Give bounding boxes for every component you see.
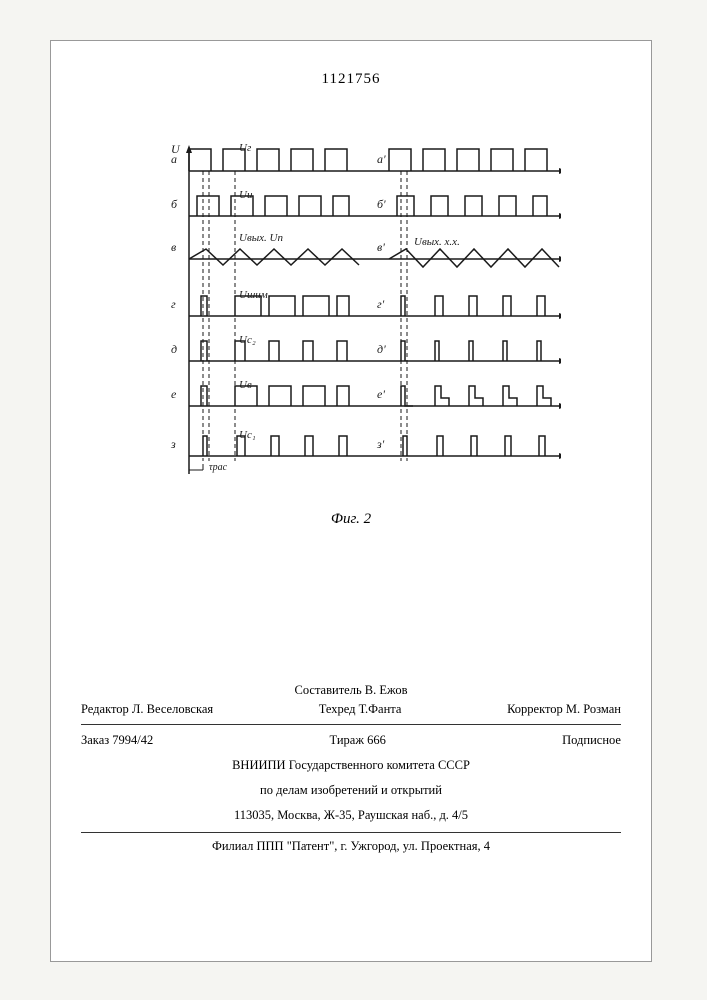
org1: ВНИИПИ Государственного комитета СССР (81, 756, 621, 775)
svg-text:а': а' (377, 152, 386, 166)
svg-text:Uc₁: Uc₁ (239, 429, 256, 441)
svg-text:д': д' (377, 342, 386, 356)
podpisnoe: Подписное (562, 731, 621, 750)
order: Заказ 7994/42 (81, 731, 153, 750)
svg-text:Uшим: Uшим (239, 289, 268, 301)
svg-text:в: в (171, 240, 176, 254)
svg-text:д: д (171, 342, 177, 356)
svg-text:Uc₂: Uc₂ (239, 334, 256, 346)
svg-text:Uв: Uв (239, 379, 252, 391)
svg-text:τрас: τрас (209, 462, 228, 473)
tirazh: Тираж 666 (330, 731, 386, 750)
page: 1121756 Utаа'Uгtбб'Uиtвв'Uвых. UпUвых. х… (50, 40, 652, 962)
doc-number: 1121756 (51, 71, 651, 88)
svg-text:в': в' (377, 240, 385, 254)
address: 113035, Москва, Ж-35, Раушская наб., д. … (81, 806, 621, 825)
svg-text:Uи: Uи (239, 189, 253, 201)
editor: Редактор Л. Веселовская (81, 700, 213, 719)
svg-text:г': г' (377, 297, 385, 311)
svg-text:Uвых. х.х.: Uвых. х.х. (414, 236, 460, 248)
svg-text:е': е' (377, 387, 385, 401)
svg-text:з: з (170, 437, 176, 451)
corrector: Корректор М. Розман (507, 700, 621, 719)
org2: по делам изобретений и открытий (81, 781, 621, 800)
svg-text:г: г (171, 297, 176, 311)
svg-text:б': б' (377, 197, 386, 211)
timing-diagram: Utаа'Uгtбб'Uиtвв'Uвых. UпUвых. х.х.tгг'U… (161, 141, 561, 501)
compiler: Составитель В. Ежов (81, 681, 621, 700)
figure-caption: Фиг. 2 (51, 511, 651, 528)
svg-text:Uвых. Uп: Uвых. Uп (239, 232, 283, 244)
branch: Филиал ППП "Патент", г. Ужгород, ул. Про… (81, 832, 621, 856)
credits-block: Составитель В. Ежов Редактор Л. Веселовс… (81, 675, 621, 856)
techred: Техред Т.Фанта (319, 700, 402, 719)
svg-text:а: а (171, 152, 177, 166)
svg-text:з': з' (376, 437, 385, 451)
svg-text:б: б (171, 197, 178, 211)
svg-text:е: е (171, 387, 177, 401)
